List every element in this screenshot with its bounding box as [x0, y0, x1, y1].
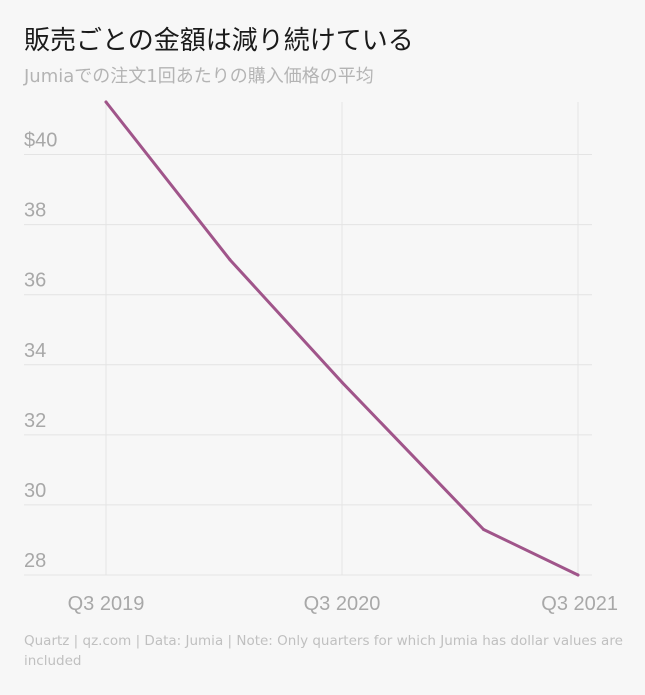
data-point	[104, 100, 108, 104]
y-axis-ticks: $40 38 36 34 32 30 28	[24, 130, 57, 572]
y-tick-label: 36	[24, 270, 46, 292]
chart-subtitle: Jumiaでの注文1回あたりの購入価格の平均	[24, 66, 374, 87]
y-tick-label: 38	[24, 200, 46, 222]
data-point	[228, 258, 232, 262]
x-tick-label: Q3 2019	[68, 593, 145, 615]
data-point	[482, 527, 486, 531]
data-point	[340, 380, 344, 384]
chart-title: 販売ごとの金額は減り続けている	[24, 26, 414, 56]
grid-lines	[24, 102, 592, 576]
source-note: Quartz | qz.com | Data: Jumia | Note: On…	[24, 633, 623, 669]
x-tick-label: Q3 2020	[304, 593, 381, 615]
data-point	[576, 573, 580, 577]
y-tick-label: 28	[24, 550, 46, 572]
series-layer	[104, 100, 580, 577]
y-tick-label: $40	[24, 130, 57, 152]
x-tick-label: Q3 2021	[541, 593, 618, 615]
y-tick-label: 30	[24, 480, 46, 502]
y-tick-label: 32	[24, 410, 46, 432]
x-axis-ticks: Q3 2019 Q3 2020 Q3 2021	[68, 593, 618, 615]
y-tick-label: 34	[24, 340, 46, 362]
